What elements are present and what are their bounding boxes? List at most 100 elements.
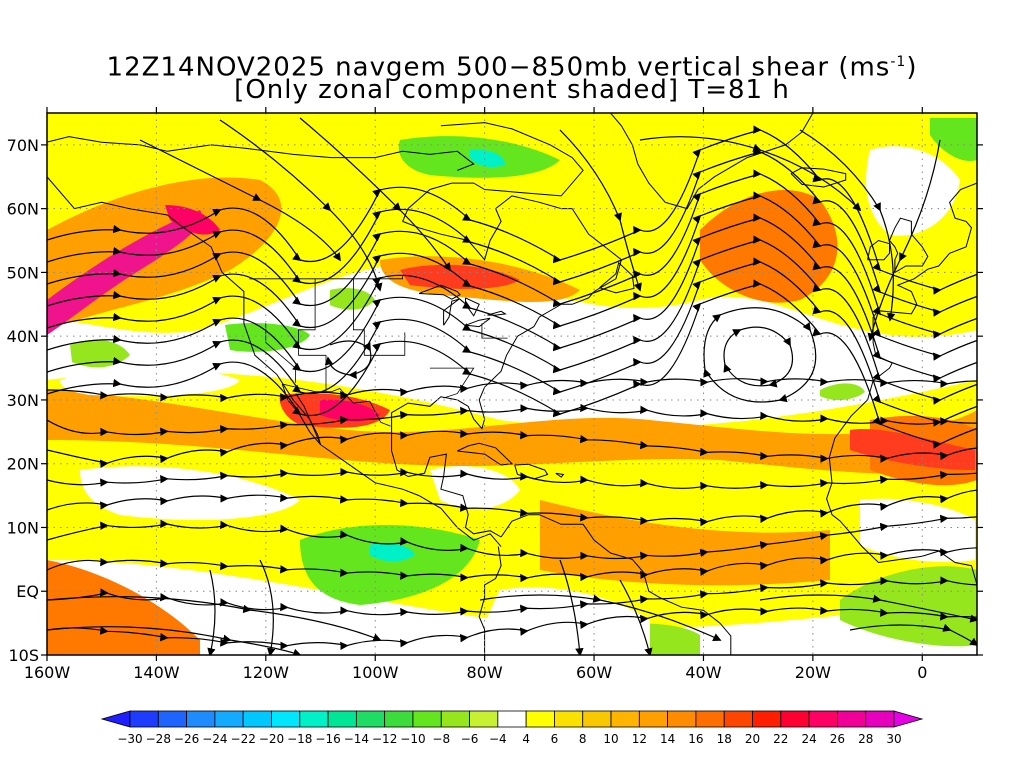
lon-tick-label: 100W (352, 663, 399, 682)
colorbar-bin (271, 710, 301, 728)
streamline (259, 559, 276, 655)
streamline (639, 136, 862, 212)
colorbar-label: −8 (432, 732, 450, 746)
colorbar-bin (242, 710, 272, 728)
colorbar-label: −6 (461, 732, 479, 746)
colorbar-label: 30 (886, 732, 901, 746)
colorbar-label: −4 (489, 732, 507, 746)
streamline (47, 465, 977, 491)
lon-tick-label: 80W (467, 663, 503, 682)
colorbar-max-triangle (893, 710, 924, 728)
lat-tick-label: 40N (7, 327, 39, 346)
lon-tick-label: 60W (576, 663, 612, 682)
colorbar-bin (186, 710, 216, 728)
colorbar-bin (525, 710, 555, 728)
colorbar-label: 16 (688, 732, 703, 746)
colorbar-bin (865, 710, 895, 728)
colorbar-label: 14 (660, 732, 675, 746)
colorbar-bin (299, 710, 329, 728)
streamline (559, 559, 584, 655)
lat-tick-label: 60N (7, 200, 39, 219)
colorbar-label: −28 (146, 732, 171, 746)
lon-tick-label: 40W (685, 663, 721, 682)
colorbar-label: 20 (745, 732, 760, 746)
colorbar-bin (327, 710, 357, 728)
colorbar-bin (129, 710, 159, 728)
streamline (207, 569, 216, 655)
colorbar-label: −18 (287, 732, 312, 746)
colorbar-min-triangle (100, 710, 131, 728)
streamline (47, 606, 977, 651)
colorbar-bin (214, 710, 244, 728)
colorbar-label: −20 (259, 732, 284, 746)
colorbar-bin (384, 710, 414, 728)
lat-tick-label: 50N (7, 263, 39, 282)
colorbar-bin (638, 710, 669, 728)
lat-tick-label: 30N (7, 391, 39, 410)
colorbar-bin (412, 710, 442, 728)
colorbar-label: 8 (579, 732, 587, 746)
streamline (479, 594, 722, 641)
colorbar-bin (695, 710, 725, 728)
lat-tick-label: EQ (16, 582, 39, 601)
colorbar-label: 18 (717, 732, 732, 746)
colorbar-bin (157, 710, 187, 728)
colorbar-label: 28 (858, 732, 873, 746)
streamline (619, 579, 653, 655)
streamline (47, 596, 382, 642)
map-frame (46, 112, 978, 656)
colorbar-label: 10 (603, 732, 618, 746)
streamline (219, 119, 383, 292)
lon-tick-label: 20W (795, 663, 831, 682)
map-title-line-2: [Only zonal component shaded] T=81 h (234, 75, 790, 105)
colorbar-label: 12 (632, 732, 647, 746)
lat-tick-label: 70N (7, 136, 39, 155)
lat-tick-label: 20N (7, 455, 39, 474)
lat-tick-label: 10S (8, 646, 39, 665)
lon-tick-label: 140W (133, 663, 180, 682)
lat-tick-label: 10N (7, 518, 39, 537)
streamline (324, 340, 372, 380)
colorbar-bin (667, 710, 697, 728)
streamline (47, 279, 977, 449)
colorbar-bin (808, 710, 838, 728)
streamline (849, 623, 977, 646)
colorbar-label: 24 (801, 732, 816, 746)
colorbar-label: −24 (202, 732, 227, 746)
streamline (299, 117, 451, 272)
axis-ticks: 160W 140W 120W 100W 80W 60W 40W 20W 0 10S EQ 10N 20N… (7, 107, 983, 682)
colorbar-bin (582, 710, 612, 728)
colorbar-bin (780, 710, 810, 728)
shear-streamlines (47, 117, 977, 655)
colorbar-label: 6 (551, 732, 559, 746)
colorbar-bin (723, 710, 753, 728)
colorbar-bin (837, 710, 867, 728)
colorbar-label: −22 (231, 732, 256, 746)
colorbar-label: −10 (400, 732, 425, 746)
lon-tick-label: 0 (917, 663, 927, 682)
colorbar-label: −14 (344, 732, 369, 746)
streamline (759, 594, 977, 623)
lon-tick-label: 120W (243, 663, 290, 682)
colorbar-label: −16 (315, 732, 340, 746)
colorbar-label: −12 (372, 732, 397, 746)
map-title-line-1: 12Z14NOV2025 navgem 500−850mb vertical s… (106, 52, 918, 83)
colorbar-label: −26 (174, 732, 199, 746)
colorbar-label: 26 (830, 732, 845, 746)
streamline (559, 129, 642, 292)
streamline (703, 307, 817, 403)
colorbar-label: 4 (522, 732, 530, 746)
colorbar: −30 −28 −26 −24 −22 −20 −18 −16 −14 −12 −10 −8 −6 −4 4… (100, 710, 924, 746)
colorbar-bin (497, 710, 527, 728)
streamline (47, 626, 302, 655)
colorbar-bin (554, 710, 584, 728)
colorbar-bin (355, 710, 386, 728)
colorbar-bin (610, 710, 640, 728)
colorbar-label: 22 (773, 732, 788, 746)
colorbar-bin (752, 710, 782, 728)
colorbar-bin (440, 710, 470, 728)
streamline (867, 139, 941, 342)
colorbar-bin (469, 710, 499, 728)
colorbar-label: −30 (117, 732, 142, 746)
